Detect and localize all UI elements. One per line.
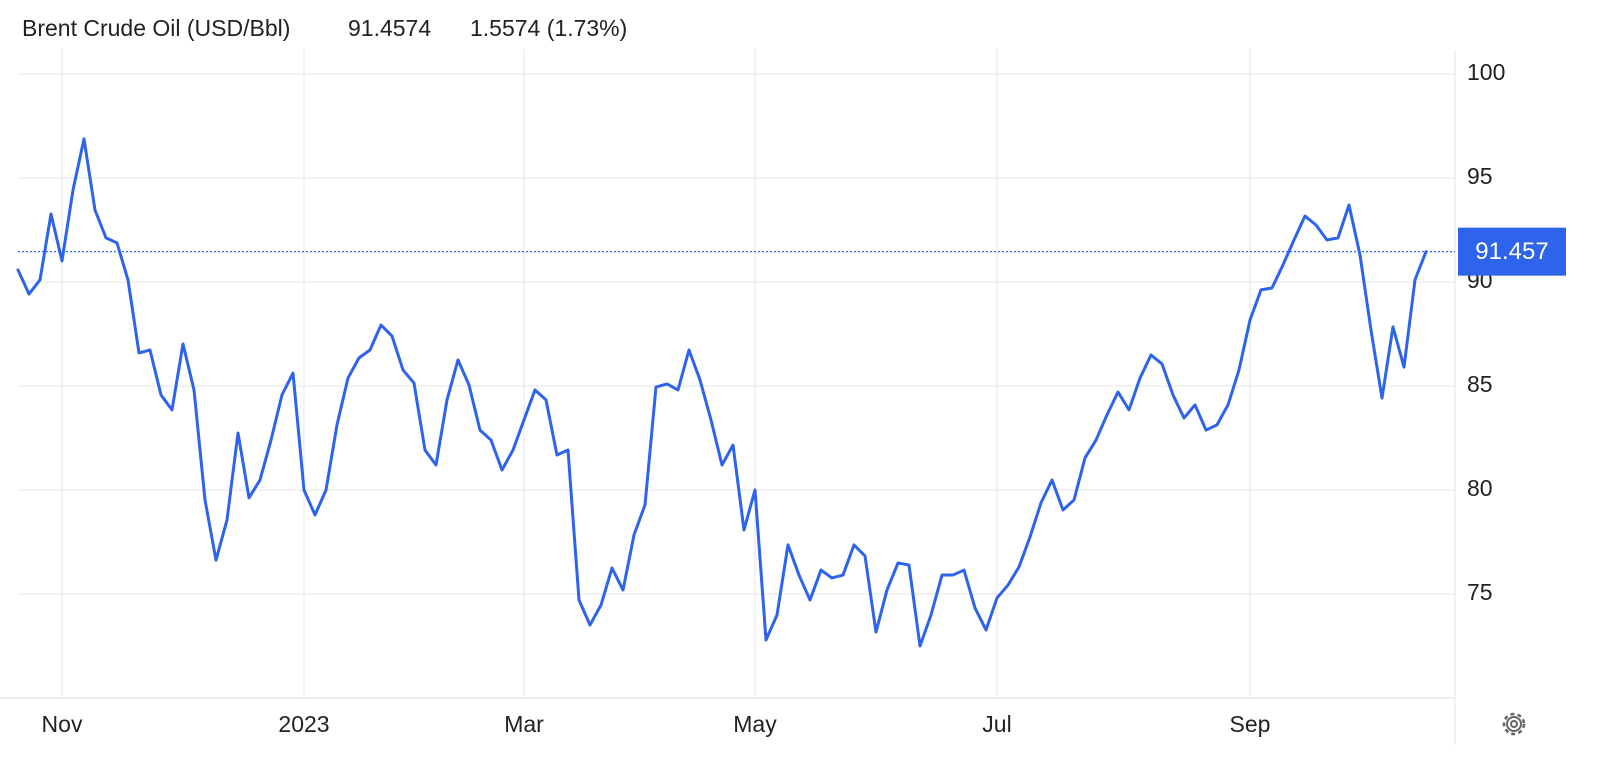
x-tick-label: May — [733, 711, 777, 737]
x-tick-label: 2023 — [278, 711, 329, 737]
y-tick-label: 80 — [1467, 475, 1493, 501]
chart-title: Brent Crude Oil (USD/Bbl) — [22, 15, 290, 41]
last-price: 91.4574 — [348, 15, 431, 41]
x-tick-label: Jul — [982, 711, 1011, 737]
y-tick-label: 100 — [1467, 59, 1505, 85]
price-change: 1.5574 (1.73%) — [470, 15, 627, 41]
settings-icon[interactable] — [1502, 712, 1526, 736]
price-line — [16, 137, 1428, 648]
current-price-label: 91.457 — [1475, 238, 1548, 265]
current-price-box — [1458, 227, 1566, 276]
y-tick-label: 85 — [1467, 371, 1493, 397]
y-tick-label: 95 — [1467, 163, 1493, 189]
x-tick-label: Mar — [504, 711, 544, 737]
x-tick-label: Nov — [42, 711, 83, 737]
x-tick-label: Sep — [1230, 711, 1271, 737]
y-tick-label: 75 — [1467, 579, 1493, 605]
